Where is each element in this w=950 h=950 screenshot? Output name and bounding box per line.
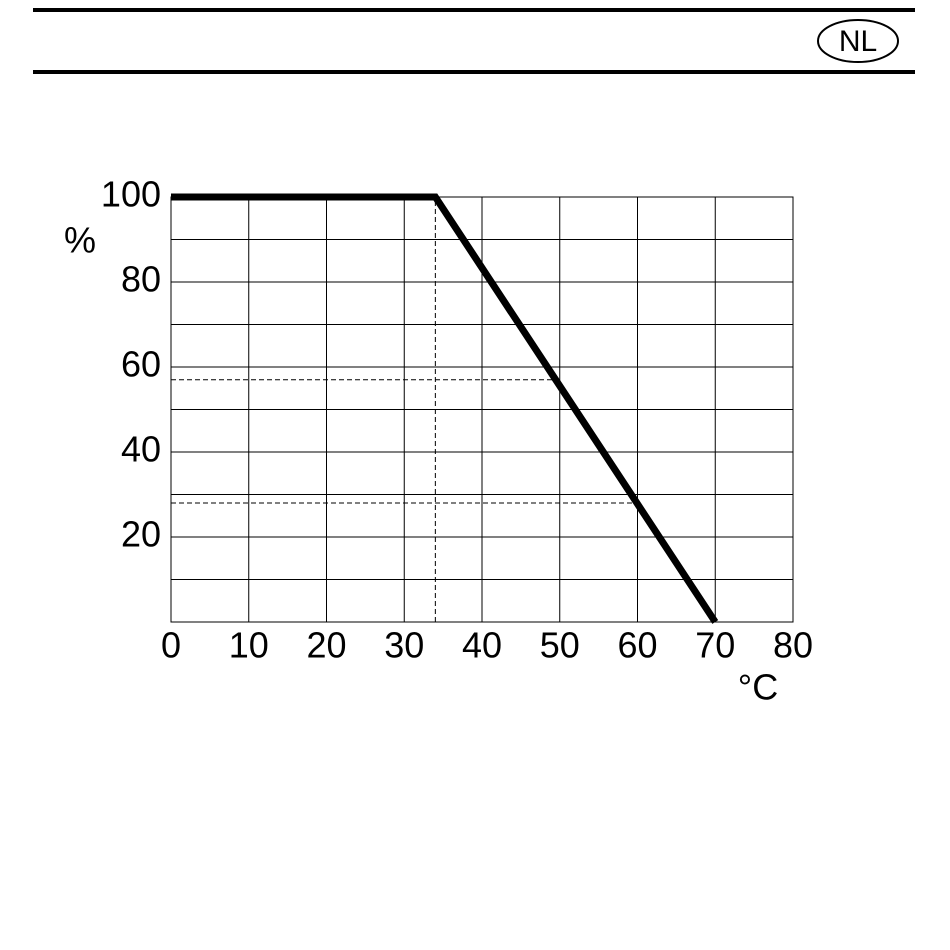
y-tick-label: 100: [101, 174, 161, 215]
y-tick-label: 60: [121, 344, 161, 385]
x-tick-label: 0: [161, 625, 181, 666]
x-tick-label: 80: [773, 625, 813, 666]
y-tick-label: 40: [121, 429, 161, 470]
top-rule: [33, 8, 915, 12]
y-tick-label: 20: [121, 514, 161, 555]
header-rule: [33, 70, 915, 74]
x-tick-label: 40: [462, 625, 502, 666]
x-axis-label: °C: [738, 667, 778, 708]
x-tick-label: 10: [229, 625, 269, 666]
x-tick-label: 50: [540, 625, 580, 666]
data-line: [171, 193, 719, 624]
badge-oval: [817, 19, 899, 63]
y-tick-label: 80: [121, 259, 161, 300]
x-tick-label: 60: [617, 625, 657, 666]
x-tick-label: 30: [384, 625, 424, 666]
badge: NL: [839, 25, 877, 58]
x-tick-label: 70: [695, 625, 735, 666]
x-tick-label: 20: [306, 625, 346, 666]
y-axis-label: %: [64, 220, 96, 261]
